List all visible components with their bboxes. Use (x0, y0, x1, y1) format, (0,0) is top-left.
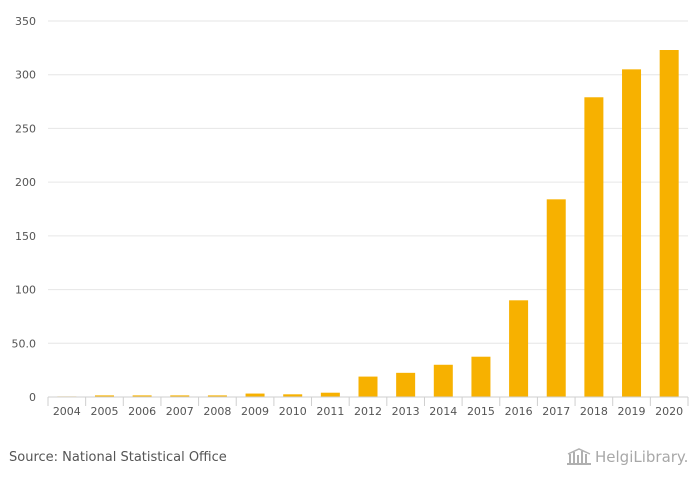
x-tick-label: 2018 (580, 405, 608, 418)
bar (320, 392, 340, 397)
bar (358, 376, 378, 397)
bar (207, 395, 227, 397)
x-tick-label: 2016 (505, 405, 533, 418)
x-axis: 2004 2005 2006 2007 2008 2009 2010 2011 2012 2013… (47, 396, 689, 418)
bar (245, 393, 265, 397)
x-tick-label: 2009 (241, 405, 269, 418)
x-tick-label: 2008 (203, 405, 231, 418)
gridlines (48, 20, 688, 344)
x-tick-label: 2020 (655, 405, 683, 418)
y-tick-label: 300 (15, 69, 36, 82)
y-tick-label: 150 (15, 230, 36, 243)
x-tick-label: 2007 (166, 405, 194, 418)
y-tick-label: 200 (15, 176, 36, 189)
x-tick-label: 2019 (618, 405, 646, 418)
bar (622, 69, 642, 397)
source-note: Source: National Statistical Office (9, 450, 227, 465)
x-tick-label: 2005 (90, 405, 118, 418)
x-tick-label: 2004 (53, 405, 81, 418)
bar (659, 50, 679, 398)
x-tick-label: 2006 (128, 405, 156, 418)
x-tick-label: 2017 (542, 405, 570, 418)
y-axis-ticks: 0 50.0 100 150 200 250 300 350 (12, 15, 37, 404)
bar (132, 395, 152, 397)
bar (396, 372, 416, 397)
helgi-library-logo: HelgiLibrary. (566, 448, 688, 466)
x-tick-label: 2014 (429, 405, 457, 418)
y-tick-label: 50.0 (12, 337, 37, 350)
bar (94, 395, 114, 397)
y-tick-label: 350 (15, 15, 36, 28)
x-tick-label: 2015 (467, 405, 495, 418)
bar-chart: 0 50.0 100 150 200 250 300 350 2004 2005 2006 2007… (12, 15, 689, 418)
x-tick-label: 2011 (316, 405, 344, 418)
bar (170, 395, 190, 397)
bar (509, 300, 529, 397)
y-tick-label: 100 (15, 284, 36, 297)
x-tick-label: 2010 (279, 405, 307, 418)
x-tick-label: 2012 (354, 405, 382, 418)
library-building-icon (567, 448, 591, 465)
bar (471, 356, 491, 397)
bar (433, 364, 453, 397)
x-tick-label: 2013 (392, 405, 420, 418)
logo-text: HelgiLibrary. (595, 448, 689, 466)
bar (283, 394, 303, 397)
y-tick-label: 250 (15, 122, 36, 135)
y-tick-label: 0 (29, 391, 36, 404)
bar (546, 199, 566, 397)
bar (584, 97, 604, 397)
bars (57, 50, 679, 398)
